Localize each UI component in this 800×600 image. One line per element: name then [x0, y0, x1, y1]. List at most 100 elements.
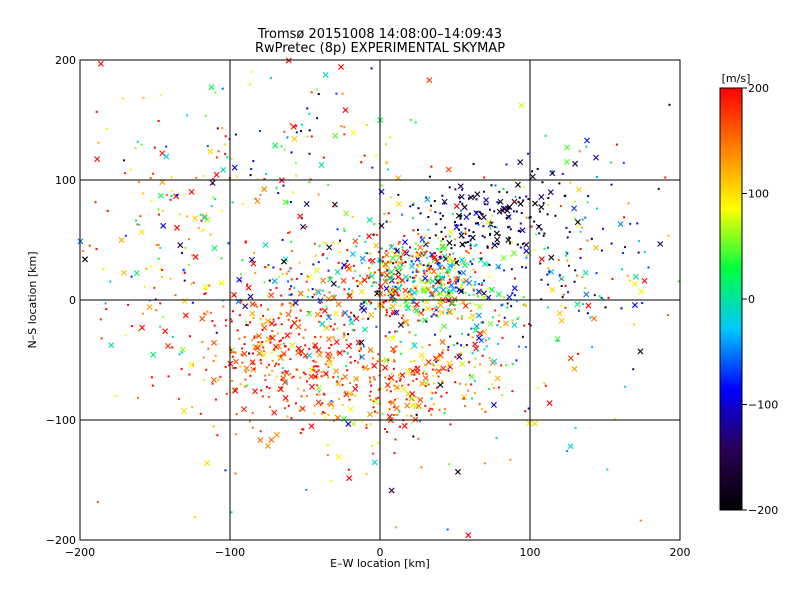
velocity-point-cross — [108, 342, 115, 349]
velocity-point — [380, 387, 383, 390]
velocity-point — [451, 312, 454, 315]
velocity-point — [623, 216, 626, 219]
velocity-point — [137, 181, 140, 184]
velocity-point — [437, 299, 440, 302]
velocity-point — [591, 345, 594, 348]
velocity-point — [372, 376, 375, 379]
velocity-point — [543, 247, 546, 250]
velocity-point — [187, 264, 190, 267]
velocity-point-cross — [447, 262, 454, 269]
velocity-point — [543, 232, 546, 235]
velocity-point-cross — [511, 250, 517, 257]
velocity-point — [337, 242, 340, 245]
velocity-point-cross — [495, 291, 502, 298]
velocity-point-cross — [277, 354, 284, 361]
velocity-point-cross — [504, 207, 511, 214]
velocity-point — [503, 269, 506, 272]
velocity-point — [604, 306, 607, 309]
velocity-point — [429, 266, 432, 269]
velocity-point — [399, 305, 402, 308]
velocity-point — [388, 262, 391, 265]
velocity-point — [446, 290, 449, 293]
velocity-point — [438, 255, 441, 258]
velocity-point — [395, 526, 398, 529]
velocity-point-cross — [388, 268, 395, 275]
velocity-point — [249, 374, 252, 377]
velocity-point — [437, 237, 440, 240]
velocity-point-cross — [369, 257, 376, 264]
velocity-point-cross — [342, 309, 349, 316]
velocity-point — [366, 274, 369, 277]
velocity-point-cross — [277, 386, 284, 393]
velocity-point — [516, 317, 519, 320]
velocity-point — [338, 397, 341, 400]
velocity-point-cross — [491, 358, 498, 365]
velocity-point — [632, 368, 635, 371]
velocity-point — [275, 362, 278, 365]
velocity-point — [276, 332, 279, 335]
velocity-point — [501, 394, 504, 397]
velocity-point — [377, 353, 380, 356]
velocity-point — [389, 390, 392, 393]
velocity-point — [472, 288, 475, 291]
velocity-point-cross — [523, 241, 530, 248]
velocity-point-cross — [306, 352, 313, 359]
velocity-point — [405, 414, 408, 417]
velocity-point — [267, 396, 270, 399]
velocity-point-cross — [401, 239, 408, 246]
velocity-point-cross — [241, 350, 248, 357]
velocity-point — [350, 311, 353, 314]
velocity-point — [496, 201, 499, 204]
velocity-point-cross — [549, 286, 556, 293]
velocity-point — [502, 296, 505, 299]
velocity-point — [667, 234, 670, 237]
velocity-point — [465, 344, 468, 347]
velocity-point — [407, 257, 410, 260]
velocity-point — [371, 285, 374, 288]
velocity-point — [343, 333, 346, 336]
velocity-point — [241, 347, 244, 350]
velocity-point — [412, 435, 415, 438]
velocity-point — [460, 214, 463, 217]
velocity-point — [440, 250, 443, 253]
velocity-point — [455, 280, 458, 283]
velocity-point — [286, 400, 289, 403]
velocity-point — [451, 212, 454, 215]
velocity-point — [434, 211, 437, 214]
velocity-point — [447, 260, 450, 263]
velocity-point — [153, 146, 156, 149]
velocity-point-cross — [325, 356, 332, 363]
velocity-point — [422, 269, 425, 272]
velocity-point — [480, 284, 483, 287]
velocity-point — [542, 202, 545, 205]
velocity-point — [433, 333, 436, 336]
velocity-point — [474, 222, 477, 225]
velocity-point — [459, 217, 462, 220]
velocity-point — [396, 387, 399, 390]
velocity-point — [496, 324, 499, 327]
velocity-point — [486, 245, 489, 248]
velocity-point — [136, 223, 139, 226]
velocity-point-cross — [466, 279, 473, 286]
velocity-point — [432, 313, 435, 316]
velocity-point — [628, 279, 631, 282]
velocity-point — [323, 412, 326, 415]
velocity-point — [469, 247, 472, 250]
velocity-point — [447, 281, 450, 284]
velocity-point — [442, 349, 445, 352]
velocity-point — [290, 285, 293, 288]
velocity-point — [485, 345, 488, 348]
velocity-point — [412, 379, 415, 382]
velocity-point — [105, 308, 108, 311]
velocity-point-cross — [346, 293, 353, 299]
velocity-point — [299, 409, 302, 412]
velocity-point — [229, 318, 232, 321]
velocity-point — [495, 226, 498, 229]
velocity-point — [657, 187, 660, 190]
velocity-point — [462, 244, 465, 247]
velocity-point — [127, 303, 130, 306]
velocity-point-cross — [254, 344, 261, 351]
velocity-point — [393, 358, 396, 361]
velocity-point — [481, 234, 484, 237]
velocity-point-cross — [446, 360, 453, 367]
